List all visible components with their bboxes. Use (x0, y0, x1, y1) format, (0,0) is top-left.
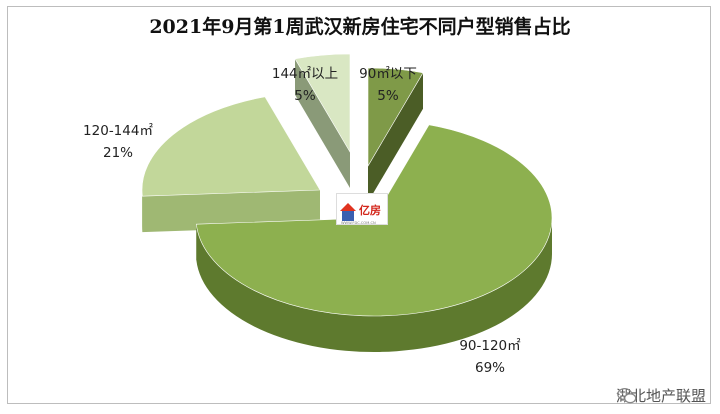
pie-slice (294, 53, 351, 154)
slice-pct-label: 5% (377, 88, 399, 104)
watermark-text: 湖北地产联盟 (615, 387, 706, 405)
logo-icon: 亿房 WWW.FDC.COM.CN (340, 203, 381, 225)
logo-text: 亿房 (359, 203, 381, 217)
slice-name-label: 120-144㎡ (83, 123, 153, 139)
pie-slice-side (368, 72, 424, 202)
slice-name-label: 90-120㎡ (459, 338, 521, 354)
pie-slice-side (294, 58, 350, 188)
slice-name-label: 144㎡以上 (272, 66, 338, 82)
pie-slice (367, 67, 424, 168)
slice-pct-label: 69% (475, 360, 505, 376)
slice-pct-label: 5% (294, 88, 316, 104)
site-logo: 亿房 WWW.FDC.COM.CN (336, 193, 388, 225)
chart-title: 2021年9月第1周武汉新房住宅不同户型销售占比 (149, 16, 571, 38)
slice-name-label: 90㎡以下 (359, 66, 417, 82)
watermark: 湖北地产联盟 (616, 385, 706, 406)
wechat-icon (617, 388, 637, 404)
pie-slice (141, 96, 321, 197)
slice-pct-label: 21% (103, 145, 133, 161)
logo-url: WWW.FDC.COM.CN (341, 221, 376, 225)
pie-slice-wall (196, 218, 552, 352)
